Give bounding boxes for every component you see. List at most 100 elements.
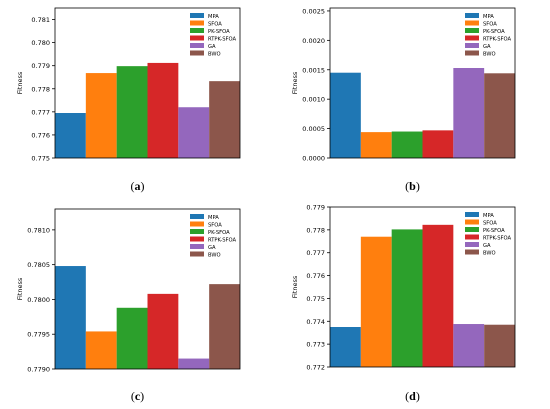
legend-swatch-sfoa — [190, 20, 204, 26]
bar-bwo — [209, 81, 240, 158]
legend-swatch-ga — [465, 242, 479, 247]
y-axis-label: Fitness — [16, 71, 24, 94]
bar-mpa — [55, 266, 86, 369]
bar-sfoa — [360, 236, 392, 367]
y-tick-label: 0.7800 — [27, 296, 50, 304]
legend-swatch-ga — [465, 43, 479, 48]
bar-ga — [453, 324, 485, 367]
bar-mpa — [55, 113, 86, 158]
legend-label: GA — [208, 44, 216, 50]
bar-ga — [178, 107, 210, 158]
legend-label: SFOA — [208, 223, 222, 229]
legend-label: PK-SFOA — [483, 228, 505, 234]
bar-chart-b: 0.0000 0.0005 0.0010 0.0015 0.0020 0.0025 Fitn… — [291, 7, 516, 163]
y-tick-label: 0.778 — [306, 226, 325, 234]
y-tick-label: 0.0025 — [302, 7, 325, 15]
bar-chart-a: 0.775 0.776 0.777 0.778 0.779 0.780 0.781 Fitne… — [16, 7, 241, 163]
legend-label: MPA — [208, 215, 219, 221]
y-tick-label: 0.7810 — [27, 226, 50, 234]
legend-swatch-bwo — [465, 50, 479, 56]
legend-label: RTPK-SFOA — [208, 37, 237, 43]
y-tick-label: 0.775 — [306, 295, 325, 303]
bar-ga — [453, 68, 485, 158]
bar-rtpk-sfoa — [147, 62, 179, 158]
chart-panel-d: 0.772 0.773 0.774 0.775 0.776 0.777 0.778 0.779… — [275, 204, 550, 409]
legend-swatch-pk-sfoa — [465, 227, 479, 232]
bar-pk-sfoa — [391, 131, 423, 158]
legend-label: MPA — [483, 14, 494, 20]
legend-swatch-bwo — [465, 249, 479, 255]
y-tick-label: 0.773 — [306, 341, 325, 349]
legend-label: RTPK-SFOA — [483, 236, 512, 242]
legend-swatch-mpa — [190, 214, 204, 219]
legend-swatch-bwo — [190, 50, 204, 56]
y-tick-label: 0.7805 — [27, 261, 50, 269]
y-tick-label: 0.778 — [31, 85, 50, 93]
bar-ga — [178, 358, 210, 369]
bar-bwo — [209, 284, 240, 369]
legend-swatch-pk-sfoa — [190, 229, 204, 234]
bar-sfoa — [85, 331, 117, 369]
legend-label: BWO — [483, 52, 496, 58]
legend-label: MPA — [208, 14, 219, 20]
y-tick-label: 0.781 — [31, 16, 50, 24]
y-axis-label: Fitness — [291, 275, 299, 298]
bar-rtpk-sfoa — [422, 224, 454, 367]
y-tick-label: 0.0020 — [302, 37, 325, 45]
y-tick-label: 0.776 — [31, 131, 50, 139]
y-tick-label: 0.776 — [306, 272, 325, 280]
legend-swatch-pk-sfoa — [465, 28, 479, 33]
legend-swatch-mpa — [465, 13, 479, 18]
legend-label: PK-SFOA — [483, 29, 505, 35]
caption-b-label: b — [409, 179, 416, 193]
y-tick-label: 0.777 — [306, 249, 325, 257]
legend-swatch-rtpk-sfoa — [465, 35, 479, 41]
legend-swatch-rtpk-sfoa — [465, 234, 479, 240]
caption-c-label: c — [134, 389, 141, 403]
bar-bwo — [484, 324, 515, 367]
legend-swatch-sfoa — [465, 219, 479, 225]
caption-c: (c) — [130, 389, 145, 403]
legend-label: PK-SFOA — [208, 230, 230, 236]
bar-pk-sfoa — [391, 229, 423, 367]
bar-pk-sfoa — [116, 66, 148, 158]
legend-label: SFOA — [208, 22, 222, 28]
y-tick-label: 0.775 — [31, 155, 50, 163]
y-axis-label: Fitness — [16, 277, 24, 300]
chart-panel-b: 0.0000 0.0005 0.0010 0.0015 0.0020 0.0025 Fitn… — [275, 0, 550, 204]
bar-rtpk-sfoa — [147, 293, 179, 369]
plot-frame — [54, 7, 241, 159]
y-tick-label: 0.0005 — [302, 125, 325, 133]
y-tick-label: 0.0015 — [302, 66, 325, 74]
bar-mpa — [330, 327, 361, 367]
y-tick-label: 0.780 — [31, 39, 50, 47]
legend-swatch-sfoa — [190, 221, 204, 227]
legend-swatch-pk-sfoa — [190, 28, 204, 33]
legend-label: GA — [208, 245, 216, 251]
plot-frame — [54, 208, 241, 370]
y-axis-label: Fitness — [291, 71, 299, 94]
y-tick-label: 0.774 — [306, 318, 325, 326]
legend-swatch-bwo — [190, 251, 204, 257]
y-tick-label: 0.7790 — [27, 366, 50, 374]
legend-swatch-rtpk-sfoa — [190, 236, 204, 242]
legend-label: GA — [483, 44, 491, 50]
legend-swatch-sfoa — [465, 20, 479, 26]
y-tick-label: 0.777 — [31, 108, 50, 116]
legend-swatch-ga — [190, 244, 204, 249]
legend-label: MPA — [483, 213, 494, 219]
y-tick-label: 0.0000 — [302, 155, 325, 163]
y-tick-label: 0.779 — [306, 204, 325, 212]
y-tick-label: 0.0010 — [302, 96, 325, 104]
caption-a: (a) — [130, 179, 145, 193]
legend-swatch-ga — [190, 43, 204, 48]
legend-label: SFOA — [483, 221, 497, 227]
legend-label: RTPK-SFOA — [483, 37, 512, 43]
legend-label: BWO — [208, 52, 221, 58]
caption-b: (b) — [405, 179, 420, 193]
chart-panel-a: 0.775 0.776 0.777 0.778 0.779 0.780 0.781 Fitne… — [0, 0, 275, 204]
